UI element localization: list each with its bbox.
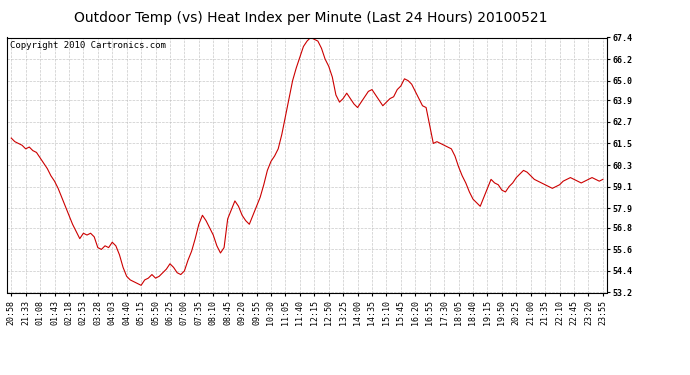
Text: Copyright 2010 Cartronics.com: Copyright 2010 Cartronics.com [10,41,166,50]
Text: Outdoor Temp (vs) Heat Index per Minute (Last 24 Hours) 20100521: Outdoor Temp (vs) Heat Index per Minute … [74,11,547,25]
